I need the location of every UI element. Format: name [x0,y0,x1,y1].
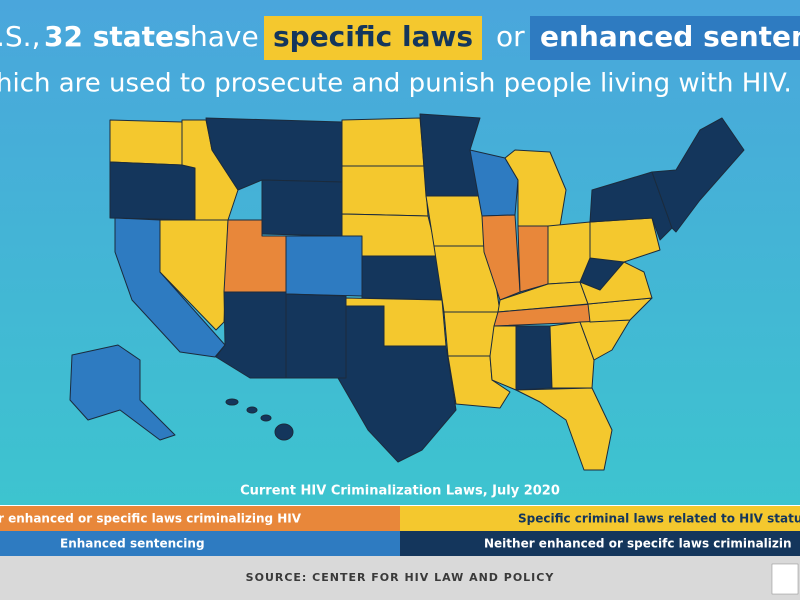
highlight-enhanced: enhanced senten [540,20,800,53]
state [361,255,443,301]
state [515,387,613,471]
state [246,406,258,414]
state [109,119,183,166]
state [651,117,745,233]
highlight-specific: specific laws [273,20,473,53]
legend-swatch [400,506,800,531]
title-have: have [190,20,259,53]
state [261,179,343,237]
title-or: or [496,20,525,53]
state [341,165,429,217]
state [443,311,499,357]
title-line2: hich are used to prosecute and punish pe… [0,69,792,99]
legend-label: Enhanced sentencing [60,537,205,551]
state [549,321,595,389]
legend-label: Specific criminal laws related to HIV st… [518,512,800,526]
state [215,291,287,379]
state [109,161,196,221]
state [515,325,553,391]
state [341,117,425,167]
map-title: Current HIV Criminalization Laws, July 2… [240,484,560,499]
state [469,149,519,217]
legend-swatch [0,506,400,531]
title-bold: 32 states [44,20,191,53]
state [517,225,549,293]
state [225,398,239,406]
state [69,344,176,441]
source: SOURCE: CENTER FOR HIV LAW AND POLICY [246,571,555,584]
highlight-box [530,16,800,60]
state [260,414,272,422]
legend-swatch [400,531,800,556]
legend-label: r enhanced or specific laws criminalizin… [0,512,302,526]
footer-band [0,556,800,600]
state [274,423,294,441]
state [489,325,517,391]
highlight-box [264,16,482,60]
state [285,235,363,297]
logo [771,563,799,595]
state [285,293,347,379]
legend-label: Neither enhanced or specifc laws crimina… [484,537,792,551]
legend-swatch [0,531,400,556]
state [309,305,457,463]
state [481,214,521,301]
us-map [69,113,745,471]
title-start: .S., [0,20,40,53]
